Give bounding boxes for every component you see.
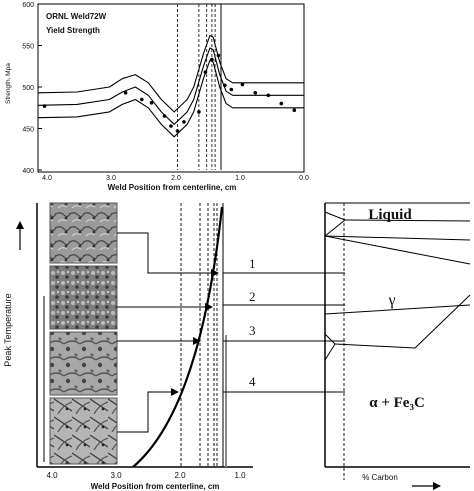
data-point bbox=[253, 91, 258, 95]
top-plot-frame bbox=[37, 3, 305, 173]
zone-labels: 1 2 3 4 bbox=[249, 256, 256, 389]
top-y-tick-marks bbox=[38, 3, 42, 171]
data-point bbox=[216, 53, 221, 58]
bottom-dashed-lines bbox=[180, 203, 218, 467]
eutectoid-line bbox=[334, 343, 416, 349]
data-point bbox=[149, 101, 154, 105]
chart-title: ORNL Weld72W bbox=[46, 12, 107, 21]
data-point bbox=[240, 82, 245, 87]
strength-series-line-1 bbox=[37, 34, 304, 113]
solidus-line bbox=[324, 235, 471, 241]
xtick-2.0: 2.0 bbox=[171, 175, 181, 182]
top-points-group bbox=[42, 53, 297, 133]
top-series-group bbox=[37, 34, 304, 138]
micrograph-2 bbox=[49, 265, 118, 330]
bottom-xtick-1.0: 1.0 bbox=[234, 471, 246, 480]
bottom-xtick-4.0: 4.0 bbox=[46, 471, 58, 480]
top-reference-lines bbox=[177, 4, 222, 170]
data-point bbox=[140, 97, 144, 102]
peak-temperature-label: Peak Temperature bbox=[3, 293, 13, 366]
data-point bbox=[292, 108, 297, 112]
bottom-x-axis-label: Weld Position from centerline, cm bbox=[91, 482, 220, 491]
delta-region bbox=[324, 211, 346, 237]
data-point bbox=[162, 114, 167, 118]
strength-series-line-3 bbox=[37, 59, 304, 138]
acm-line bbox=[414, 294, 471, 349]
arrow-zone-1 bbox=[117, 232, 219, 277]
bottom-xtick-3.0: 3.0 bbox=[110, 471, 122, 480]
bottom-diagram: Peak Temperature bbox=[3, 202, 471, 491]
xtick-1.0: 1.0 bbox=[235, 175, 245, 182]
peritectic-line bbox=[344, 219, 471, 222]
top-y-axis-label: Strength, Mpa bbox=[5, 63, 12, 104]
strength-series-line-2 bbox=[37, 47, 304, 125]
data-point bbox=[197, 110, 201, 114]
ytick-400: 400 bbox=[22, 168, 34, 175]
ytick-450: 450 bbox=[22, 127, 34, 134]
chart-subtitle: Yield Strength bbox=[46, 26, 100, 35]
data-point bbox=[123, 91, 128, 95]
top-x-ticks: 4.0 3.0 2.0 1.0 0.0 bbox=[42, 175, 309, 182]
top-chart: 600 550 500 450 400 Strength, Mpa 4.0 3.… bbox=[5, 2, 309, 192]
zone-label-1: 1 bbox=[249, 256, 256, 271]
bottom-xtick-2.0: 2.0 bbox=[174, 471, 186, 480]
zone-label-3: 3 bbox=[249, 323, 256, 338]
phase-liquid-label: Liquid bbox=[368, 207, 412, 223]
data-point bbox=[279, 101, 284, 106]
phase-gamma-label: γ bbox=[387, 292, 395, 309]
micrograph-4 bbox=[49, 397, 118, 465]
zone-label-4: 4 bbox=[249, 374, 256, 389]
arrow-zone-4 bbox=[117, 388, 179, 433]
ytick-600: 600 bbox=[22, 2, 34, 9]
top-x-axis-label: Weld Position from centerline, cm bbox=[108, 183, 237, 192]
xtick-3.0: 3.0 bbox=[106, 175, 116, 182]
data-point bbox=[229, 87, 234, 92]
zone-label-2: 2 bbox=[249, 289, 256, 304]
bottom-x-ticks: 4.0 3.0 2.0 1.0 bbox=[46, 471, 246, 480]
data-point bbox=[169, 124, 173, 128]
micrograph-3 bbox=[49, 331, 118, 396]
ytick-550: 550 bbox=[22, 44, 34, 51]
data-point bbox=[266, 93, 271, 98]
top-y-ticks: 600 550 500 450 400 bbox=[22, 2, 34, 175]
alpha-region bbox=[324, 333, 336, 361]
acm-line-upper bbox=[324, 304, 471, 315]
data-point bbox=[223, 83, 227, 88]
xtick-0.0: 0.0 bbox=[299, 175, 309, 182]
carbon-axis-label: % Carbon bbox=[362, 473, 398, 482]
data-point bbox=[175, 129, 180, 133]
data-point bbox=[182, 120, 186, 124]
peak-temperature-curve bbox=[132, 206, 224, 468]
ytick-500: 500 bbox=[22, 85, 34, 92]
zone-lines bbox=[223, 272, 345, 393]
data-point bbox=[42, 104, 47, 108]
xtick-4.0: 4.0 bbox=[42, 175, 52, 182]
phase-alpha-fe3c-label: α + Fe₃C bbox=[369, 395, 425, 411]
connector-arrows bbox=[117, 232, 219, 433]
micrograph-1 bbox=[49, 202, 118, 264]
data-point bbox=[210, 57, 214, 62]
liquidus-line bbox=[324, 235, 471, 265]
phase-diagram: Liquid γ α + Fe₃C % Carbon bbox=[324, 202, 471, 490]
phase-boundaries bbox=[324, 211, 471, 361]
data-point bbox=[203, 70, 208, 74]
